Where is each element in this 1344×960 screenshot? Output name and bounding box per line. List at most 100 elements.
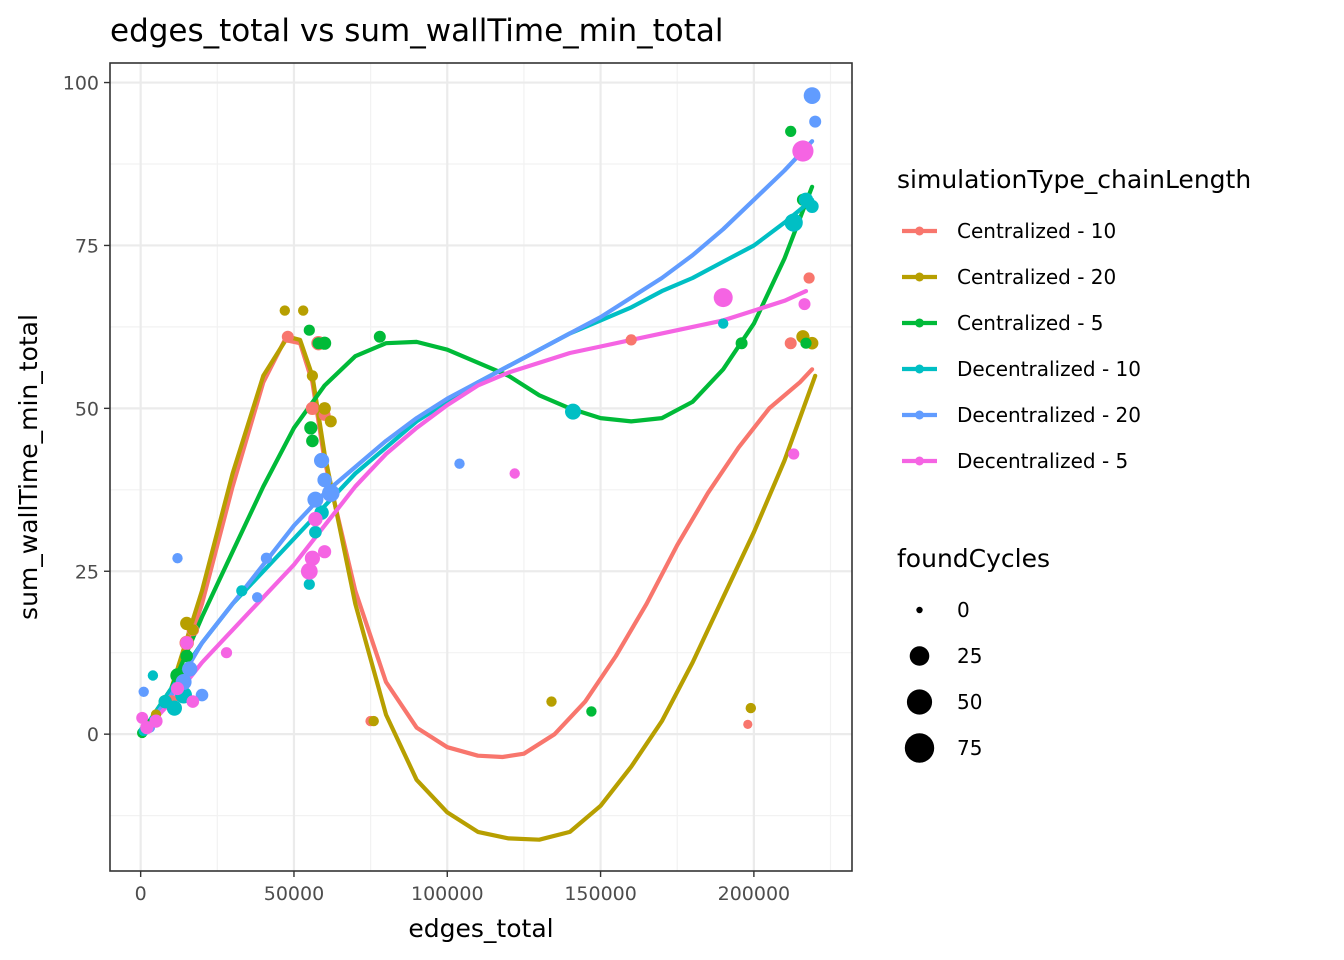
size-legend-key [916, 606, 923, 614]
smooth-line-4 [138, 139, 815, 737]
x-tick-label: 0 [135, 883, 147, 905]
y-tick-label: 50 [75, 398, 99, 420]
y-tick-label: 25 [75, 561, 99, 583]
legend-label: Decentralized - 20 [957, 403, 1141, 427]
legend-label: Decentralized - 5 [957, 449, 1128, 473]
size-legend-label: 0 [957, 598, 970, 622]
legend-key-point [915, 410, 924, 420]
legend-key-point [915, 364, 924, 374]
data-point-2 [800, 337, 812, 349]
data-point-1 [368, 715, 379, 727]
data-point-5 [509, 468, 520, 479]
data-point-0 [625, 334, 637, 346]
scatter-points [136, 87, 822, 739]
y-tick-label: 0 [87, 724, 99, 746]
data-point-2 [373, 330, 386, 343]
data-point-4 [138, 686, 149, 697]
data-point-4 [260, 552, 272, 564]
data-point-4 [195, 688, 209, 702]
data-point-4 [322, 484, 340, 502]
data-point-1 [279, 305, 290, 316]
data-point-3 [718, 318, 729, 329]
data-point-4 [252, 592, 263, 603]
size-legend-key [904, 733, 935, 763]
data-point-3 [565, 403, 581, 420]
data-point-5 [300, 562, 318, 580]
plot-border [109, 62, 853, 872]
data-point-5 [186, 695, 200, 708]
smooth-line-2 [138, 184, 815, 737]
data-point-5 [170, 681, 185, 696]
data-point-0 [281, 330, 294, 343]
plot-panel [110, 63, 852, 871]
data-point-4 [182, 661, 198, 677]
data-point-1 [306, 370, 318, 382]
grid-lines [110, 63, 852, 871]
data-point-5 [149, 714, 163, 728]
legend-key-point [915, 318, 924, 328]
data-point-2 [304, 421, 318, 435]
data-point-4 [307, 491, 324, 508]
data-point-1 [298, 305, 309, 316]
data-point-4 [809, 115, 822, 128]
data-point-5 [136, 711, 149, 724]
data-point-1 [745, 702, 756, 714]
legend-label: Centralized - 10 [957, 219, 1116, 243]
data-point-2 [785, 125, 797, 137]
x-axis-title: edges_total [408, 914, 553, 943]
data-point-4 [172, 553, 183, 564]
data-point-4 [314, 452, 330, 469]
data-point-0 [305, 401, 319, 415]
data-point-3 [236, 585, 248, 597]
data-point-3 [805, 199, 819, 213]
data-point-4 [317, 472, 332, 488]
smooth-line-1 [138, 334, 818, 842]
data-point-2 [306, 434, 319, 448]
data-point-5 [318, 545, 332, 559]
legend: simulationType_chainLength Centralized -… [897, 165, 1251, 763]
legend-key-point [915, 456, 924, 466]
data-point-2 [318, 336, 332, 350]
data-point-3 [147, 670, 159, 681]
data-point-2 [303, 324, 315, 336]
size-legend: 0 25 50 75 [904, 598, 982, 763]
data-point-3 [784, 213, 803, 232]
x-tick-label: 200000 [718, 883, 791, 905]
legend-label: Decentralized - 10 [957, 357, 1141, 381]
data-point-4 [454, 458, 465, 469]
data-point-5 [798, 298, 811, 311]
data-point-3 [166, 700, 182, 716]
smooth-lines [138, 139, 818, 842]
data-point-5 [304, 550, 320, 566]
data-point-5 [792, 140, 814, 162]
size-legend-key [906, 689, 933, 715]
axes: 0 50000 100000 150000 200000 0 25 50 75 100 [63, 73, 790, 905]
size-legend-key [909, 646, 930, 666]
size-legend-title: foundCycles [897, 544, 1050, 573]
smooth-line-0 [138, 337, 815, 760]
legend-key-point [915, 272, 924, 282]
legend-label: Centralized - 5 [957, 311, 1104, 335]
size-legend-label: 25 [957, 644, 982, 668]
y-tick-label: 75 [75, 235, 99, 257]
size-legend-label: 75 [957, 736, 982, 760]
data-point-1 [187, 624, 199, 636]
color-legend: Centralized - 10 Centralized - 20 Centrali… [902, 219, 1141, 473]
data-point-1 [324, 415, 337, 428]
size-legend-label: 50 [957, 690, 982, 714]
legend-label: Centralized - 20 [957, 265, 1116, 289]
data-point-3 [309, 525, 322, 539]
data-point-2 [735, 337, 748, 350]
color-legend-title: simulationType_chainLength [897, 165, 1251, 194]
x-tick-label: 100000 [411, 883, 484, 905]
data-point-0 [743, 719, 753, 730]
data-point-0 [803, 272, 815, 284]
smooth-line-5 [138, 289, 809, 737]
data-point-5 [140, 721, 154, 735]
chart-title: edges_total vs sum_wallTime_min_total [110, 13, 724, 49]
legend-key-point [915, 226, 924, 236]
data-point-5 [220, 647, 233, 659]
data-point-5 [713, 288, 733, 308]
y-axis-title: sum_wallTime_min_total [14, 314, 43, 620]
